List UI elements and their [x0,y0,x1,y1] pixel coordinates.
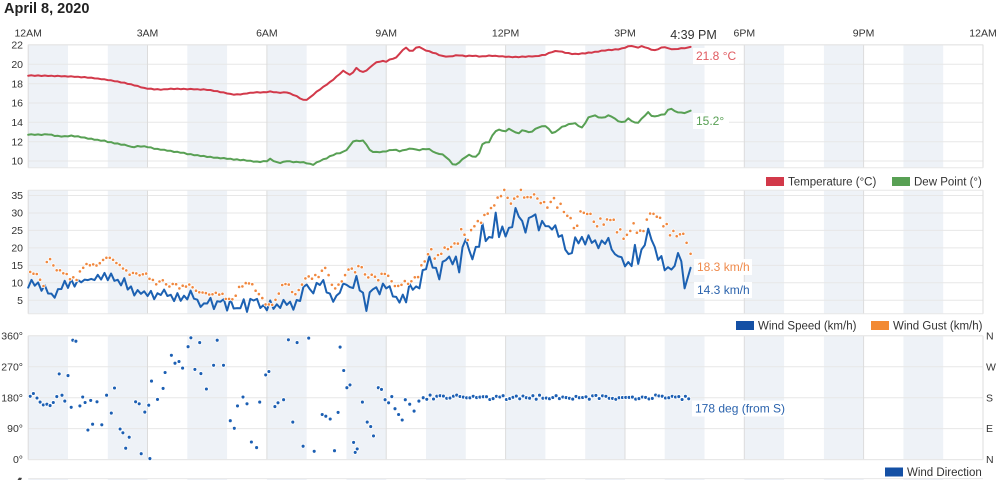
svg-text:178 deg (from S): 178 deg (from S) [695,402,785,416]
svg-text:12AM: 12AM [969,28,996,40]
svg-text:0°: 0° [13,454,23,466]
svg-text:22: 22 [11,40,23,52]
svg-text:20: 20 [11,243,23,255]
svg-text:W: W [986,361,996,373]
svg-text:10: 10 [11,156,23,168]
svg-text:25: 25 [11,225,23,237]
svg-text:30: 30 [11,208,23,220]
svg-text:9AM: 9AM [375,28,397,40]
svg-text:14: 14 [11,117,23,129]
svg-text:16: 16 [11,98,23,110]
svg-text:21.8 °C: 21.8 °C [696,49,736,63]
svg-text:3PM: 3PM [614,28,636,40]
svg-text:5: 5 [17,295,23,307]
svg-text:12PM: 12PM [492,28,519,40]
svg-text:12AM: 12AM [14,28,41,40]
svg-text:6PM: 6PM [734,28,756,40]
svg-text:20: 20 [11,59,23,71]
svg-text:S: S [986,392,993,404]
svg-text:4:39 PM: 4:39 PM [670,28,717,42]
svg-text:6AM: 6AM [256,28,278,40]
svg-text:10: 10 [11,277,23,289]
svg-text:N: N [986,330,994,342]
svg-text:35: 35 [11,190,23,202]
svg-text:April 8, 2020: April 8, 2020 [4,1,89,17]
svg-text:Wind Gust (km/h): Wind Gust (km/h) [893,321,983,333]
svg-text:18: 18 [11,78,23,90]
svg-text:360°: 360° [1,330,23,342]
svg-text:270°: 270° [1,361,23,373]
svg-text:Temperature (°C): Temperature (°C) [788,177,876,189]
svg-text:14.3 km/h: 14.3 km/h [697,283,750,297]
svg-text:Wind Speed (km/h): Wind Speed (km/h) [758,321,857,333]
svg-text:12: 12 [11,136,23,148]
svg-text:15.2°: 15.2° [696,114,724,128]
svg-text:Wind Direction: Wind Direction [907,467,982,479]
svg-text:90°: 90° [7,423,23,435]
svg-text:15: 15 [11,260,23,272]
svg-text:3AM: 3AM [137,28,159,40]
svg-text:18.3 km/h: 18.3 km/h [697,260,750,274]
svg-text:E: E [986,423,993,435]
svg-text:180°: 180° [1,392,23,404]
svg-text:9PM: 9PM [853,28,875,40]
svg-text:Dew Point (°): Dew Point (°) [914,177,982,189]
svg-text:N: N [986,454,994,466]
